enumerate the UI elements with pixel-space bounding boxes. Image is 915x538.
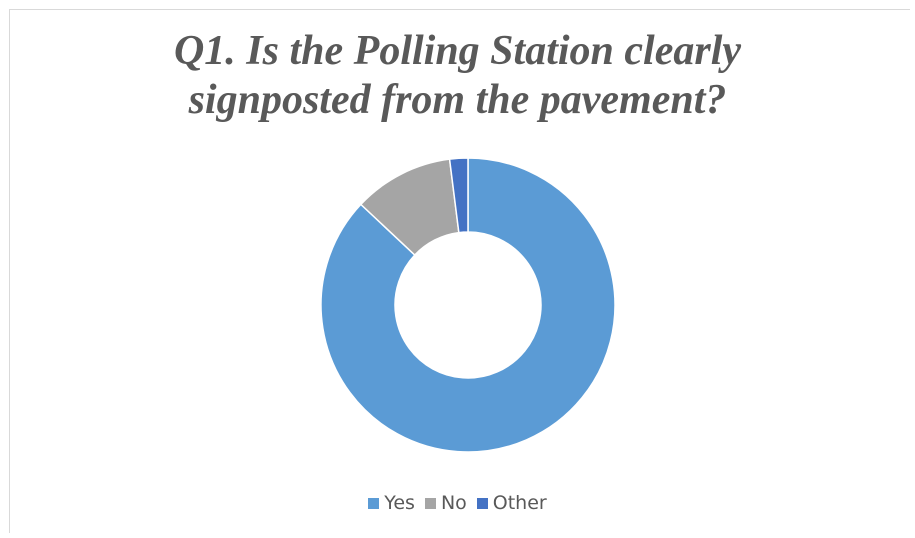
legend-label-yes: Yes [384, 492, 415, 514]
legend-label-other: Other [492, 492, 547, 514]
donut-slice-other [448, 157, 469, 234]
chart-title: Q1. Is the Polling Station clearly signp… [0, 27, 915, 125]
legend-swatch-yes [368, 497, 380, 509]
chart-title-line-2: signposted from the pavement? [188, 77, 727, 123]
legend-swatch-other [476, 497, 488, 509]
legend-label-no: No [440, 492, 467, 514]
legend-item-yes: Yes [368, 492, 415, 514]
donut-slice-yes [320, 157, 616, 453]
legend-item-no: No [424, 492, 467, 514]
legend-swatch-no [424, 497, 436, 509]
chart-legend: Yes No Other [0, 491, 915, 515]
legend-item-other: Other [476, 492, 547, 514]
chart-title-line-1: Q1. Is the Polling Station clearly [173, 28, 742, 74]
